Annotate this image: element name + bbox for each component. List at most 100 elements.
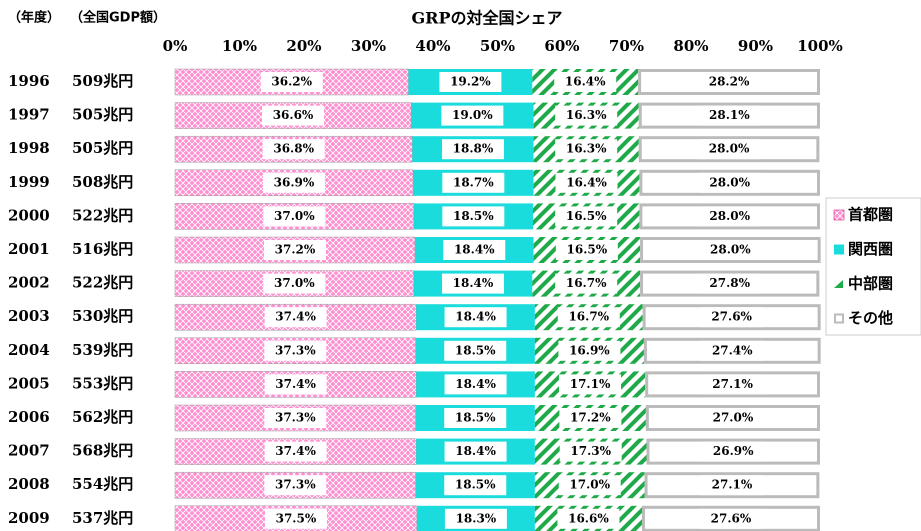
value-label-bg bbox=[263, 240, 326, 260]
value-label: 18.4% bbox=[455, 310, 496, 324]
gdp-label: 509兆円 bbox=[72, 72, 133, 90]
gdp-label: 553兆円 bbox=[72, 374, 133, 392]
gdp-label: 508兆円 bbox=[72, 173, 133, 191]
legend-label: 中部圏 bbox=[848, 275, 893, 293]
value-label-bg bbox=[439, 72, 502, 92]
category-label: 1997 bbox=[8, 106, 50, 124]
value-label-bg bbox=[264, 508, 327, 529]
gdp-label: 505兆円 bbox=[72, 139, 133, 157]
gdp-header: （全国GDP額） bbox=[70, 10, 166, 26]
value-label-bg bbox=[698, 206, 761, 227]
value-label: 37.5% bbox=[276, 511, 317, 525]
value-label-bg bbox=[444, 307, 507, 328]
legend-swatch bbox=[834, 280, 843, 288]
value-label-bg bbox=[444, 374, 507, 395]
value-label: 17.0% bbox=[569, 478, 610, 492]
value-label-bg bbox=[700, 475, 763, 496]
value-label: 28.0% bbox=[709, 142, 750, 156]
value-label: 37.4% bbox=[275, 377, 316, 391]
value-label: 36.2% bbox=[271, 75, 312, 89]
chart-title: GRPの対全国シェア bbox=[412, 9, 563, 28]
x-tick-label: 100% bbox=[797, 37, 843, 55]
category-label: 1999 bbox=[8, 173, 50, 191]
gdp-label: 522兆円 bbox=[72, 274, 133, 292]
legend-swatch bbox=[834, 244, 844, 255]
legend-label: 関西圏 bbox=[848, 240, 893, 258]
value-label: 19.2% bbox=[450, 75, 491, 89]
x-tick-label: 50% bbox=[480, 37, 515, 55]
value-label-bg bbox=[442, 206, 505, 227]
value-label-bg bbox=[559, 374, 622, 395]
value-label-bg bbox=[444, 408, 507, 428]
category-label: 1996 bbox=[8, 72, 50, 90]
value-label-bg bbox=[260, 72, 323, 92]
value-label: 28.1% bbox=[709, 108, 750, 122]
value-label: 18.7% bbox=[453, 175, 494, 189]
value-label: 28.0% bbox=[709, 175, 750, 189]
value-label-bg bbox=[698, 72, 761, 92]
x-tick-label: 60% bbox=[544, 37, 579, 55]
value-label: 37.0% bbox=[274, 209, 315, 223]
value-label: 16.3% bbox=[566, 142, 607, 156]
value-label-bg bbox=[559, 441, 622, 462]
category-label: 2009 bbox=[8, 509, 50, 527]
value-label: 37.2% bbox=[275, 243, 316, 257]
value-label: 18.5% bbox=[453, 209, 494, 223]
value-label-bg bbox=[441, 273, 504, 294]
value-label-bg bbox=[558, 340, 621, 361]
gdp-label: 505兆円 bbox=[72, 106, 133, 124]
legend-label: 首都圏 bbox=[848, 206, 893, 224]
value-label: 17.3% bbox=[570, 444, 611, 458]
value-label-bg bbox=[698, 273, 761, 294]
value-label: 28.2% bbox=[709, 75, 750, 89]
value-label: 28.0% bbox=[709, 209, 750, 223]
value-label: 18.4% bbox=[453, 276, 494, 290]
x-tick-label: 0% bbox=[163, 37, 188, 55]
value-label-bg bbox=[698, 105, 761, 126]
value-label: 18.5% bbox=[455, 411, 496, 425]
value-label-bg bbox=[555, 206, 618, 227]
gdp-label: 568兆円 bbox=[72, 442, 133, 460]
value-label-bg bbox=[444, 441, 507, 462]
value-label: 37.3% bbox=[275, 478, 316, 492]
gdp-label: 562兆円 bbox=[72, 408, 133, 426]
value-label-bg bbox=[263, 172, 326, 193]
gdp-label: 530兆円 bbox=[72, 307, 133, 325]
value-label-bg bbox=[555, 139, 618, 160]
value-label: 18.3% bbox=[456, 511, 497, 525]
value-label: 17.1% bbox=[570, 377, 611, 391]
legend-box bbox=[825, 197, 921, 336]
value-label-bg bbox=[557, 307, 620, 328]
x-tick-label: 70% bbox=[609, 37, 644, 55]
value-label-bg bbox=[559, 408, 622, 428]
value-label: 16.7% bbox=[568, 310, 609, 324]
value-label: 36.8% bbox=[273, 142, 314, 156]
value-label-bg bbox=[555, 240, 618, 260]
value-label-bg bbox=[555, 105, 618, 126]
value-label-bg bbox=[264, 307, 327, 328]
value-label-bg bbox=[262, 105, 325, 126]
value-label: 16.5% bbox=[567, 243, 608, 257]
value-label: 37.4% bbox=[275, 444, 316, 458]
x-tick-label: 30% bbox=[351, 37, 386, 55]
category-label: 2007 bbox=[8, 442, 50, 460]
value-label: 16.4% bbox=[566, 175, 607, 189]
value-label-bg bbox=[555, 172, 618, 193]
value-label-bg bbox=[701, 340, 764, 361]
value-label-bg bbox=[698, 139, 761, 160]
value-label-bg bbox=[264, 408, 327, 428]
value-label: 18.4% bbox=[455, 444, 496, 458]
x-tick-label: 20% bbox=[286, 37, 321, 55]
value-label: 27.6% bbox=[711, 511, 752, 525]
value-label: 27.6% bbox=[711, 310, 752, 324]
value-label-bg bbox=[444, 340, 507, 361]
value-label-bg bbox=[700, 307, 763, 328]
category-label: 1998 bbox=[8, 139, 50, 157]
value-label: 27.4% bbox=[712, 343, 753, 357]
value-label: 16.7% bbox=[566, 276, 607, 290]
value-label-bg bbox=[555, 273, 618, 294]
value-label-bg bbox=[557, 508, 620, 529]
x-tick-label: 40% bbox=[415, 37, 450, 55]
value-label-bg bbox=[701, 408, 764, 428]
value-label-bg bbox=[443, 240, 506, 260]
